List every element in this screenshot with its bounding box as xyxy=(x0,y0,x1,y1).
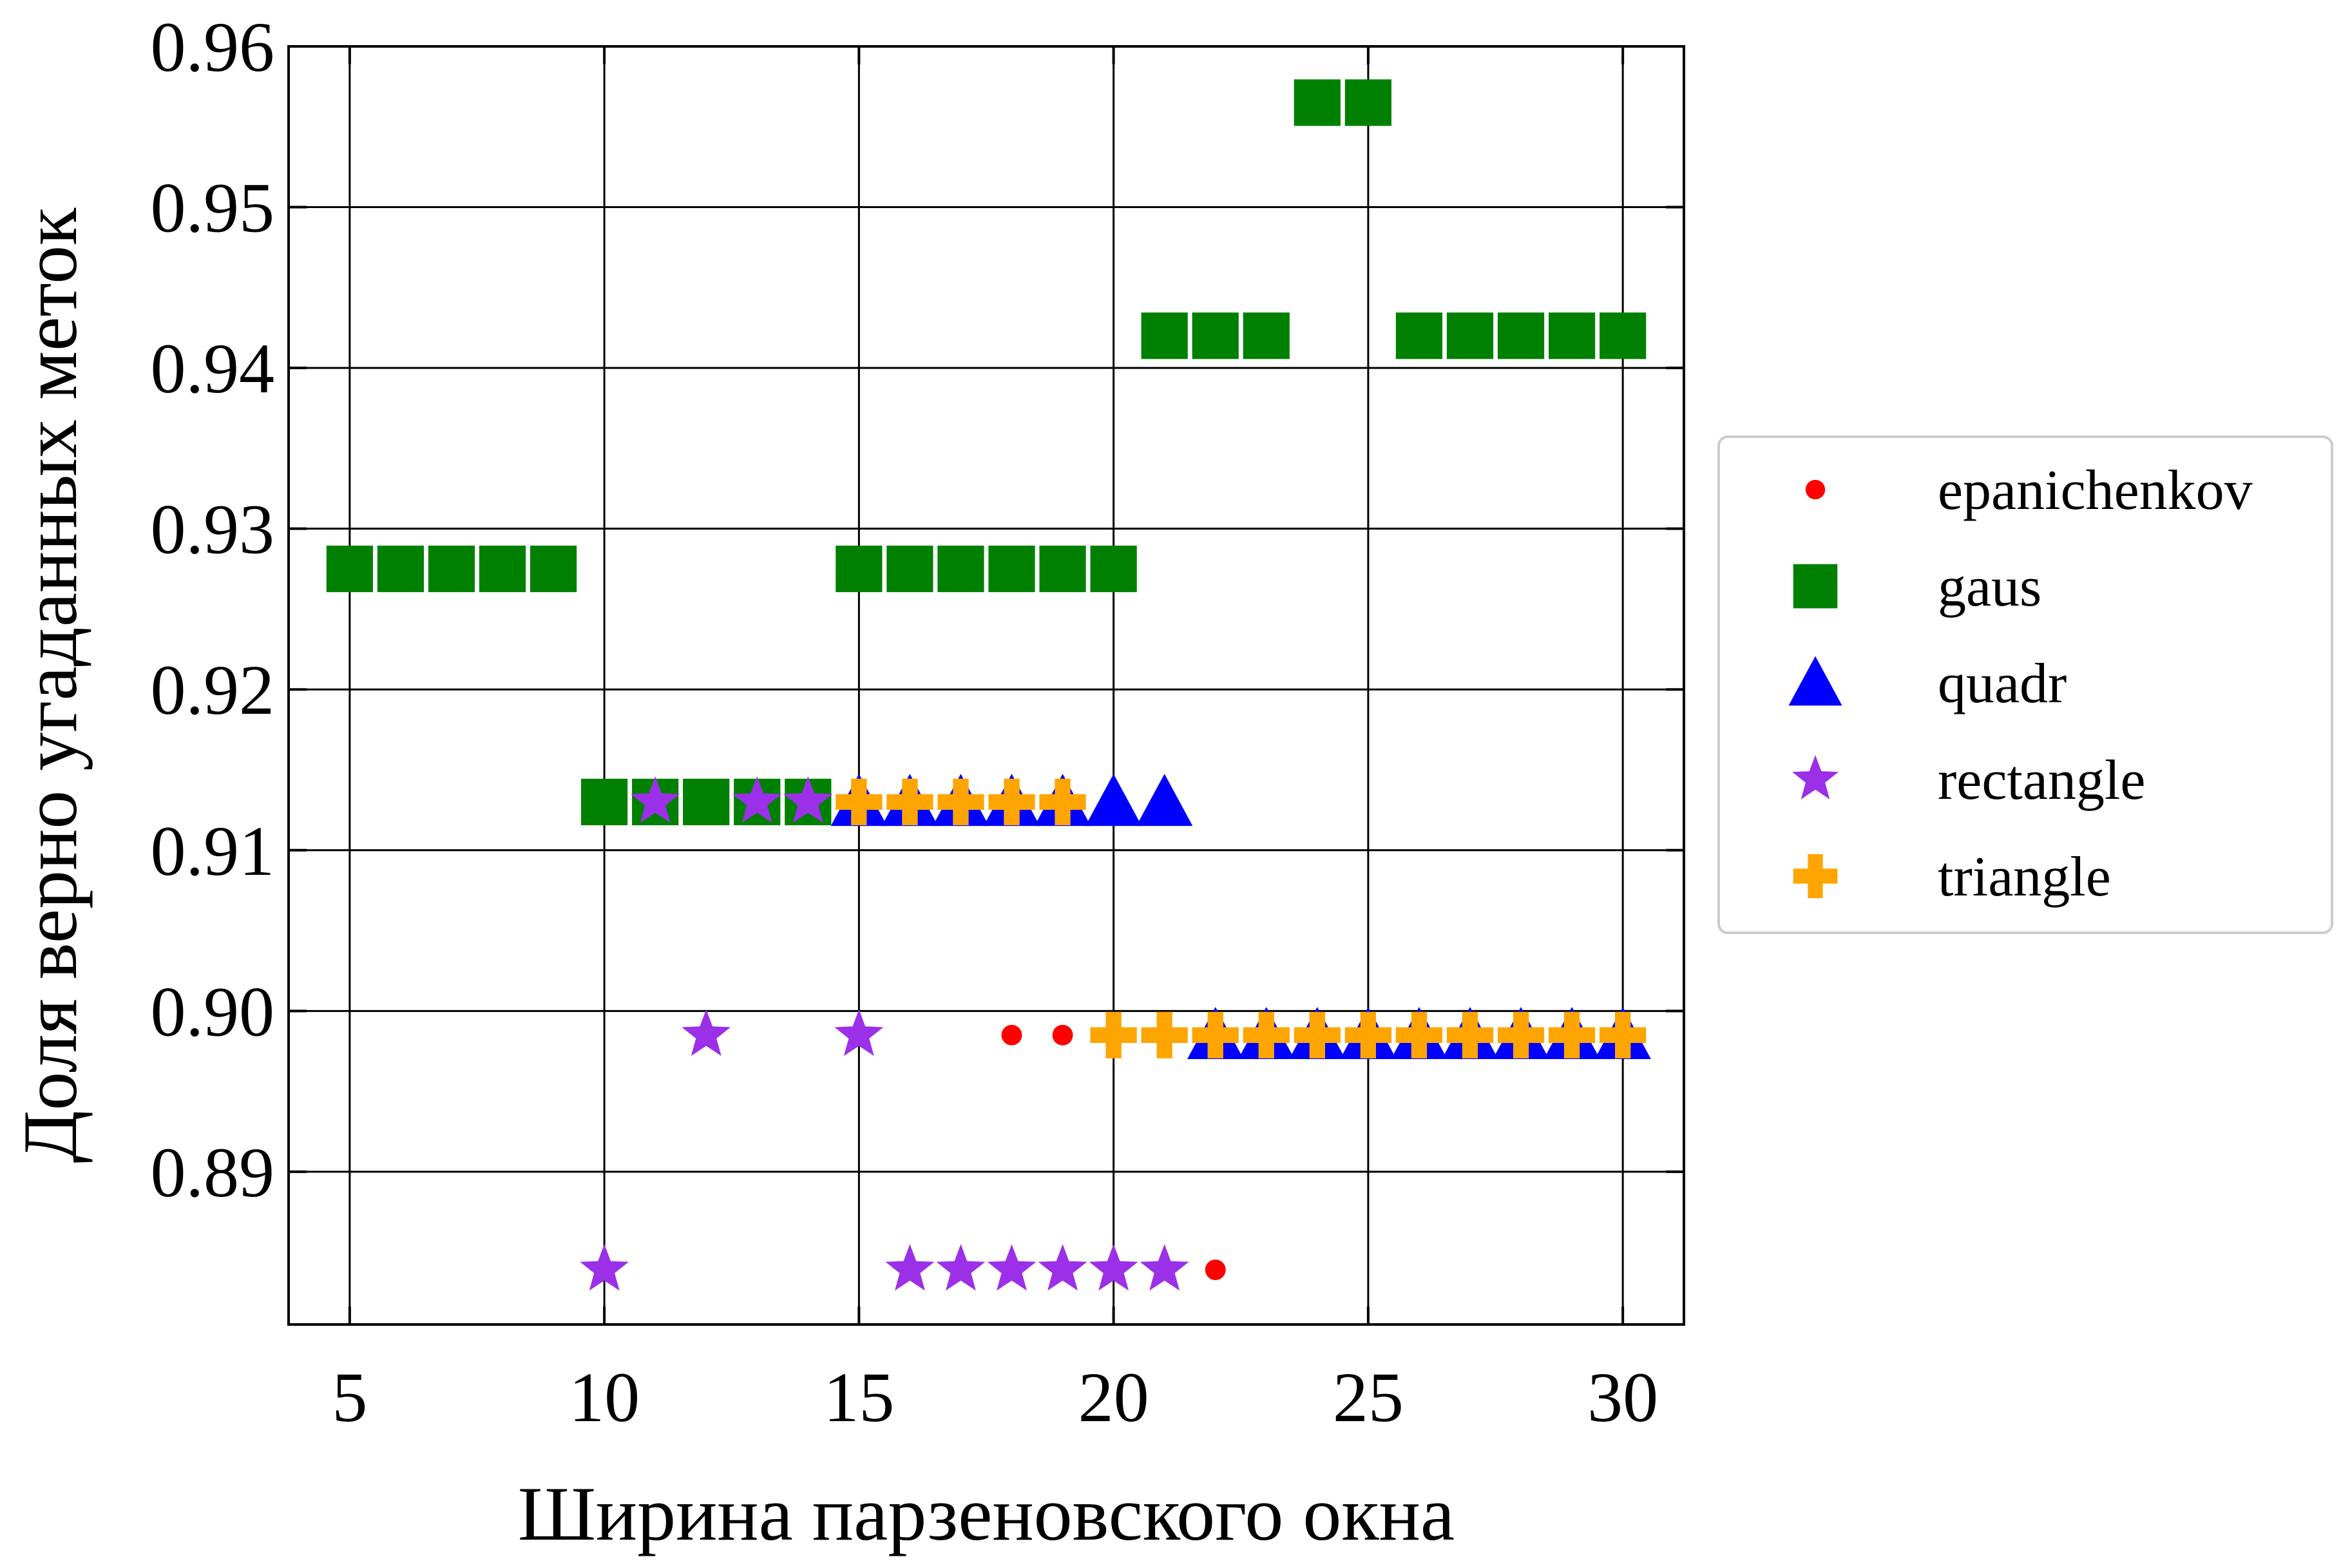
gaus-point xyxy=(428,545,475,593)
rectangle-point xyxy=(1140,1244,1189,1291)
gaus-point xyxy=(886,545,933,593)
triangle-point xyxy=(1090,1011,1137,1058)
legend-label-quadr: quadr xyxy=(1938,653,2067,715)
data-points xyxy=(326,79,1651,1291)
triangle-point xyxy=(1600,1011,1647,1058)
gaus-point xyxy=(1548,312,1596,359)
gaus-point xyxy=(1497,312,1545,359)
y-tick-label: 0.96 xyxy=(151,8,275,86)
axes xyxy=(287,45,1685,1326)
rectangle-point xyxy=(631,776,680,823)
rectangle-point xyxy=(1038,1244,1087,1291)
tick-labels: 5 10 15 20 25 30 0.89 0.90 0.91 0.92 0.93 0.94 0.95 0… xyxy=(151,8,1659,1437)
gaus-point xyxy=(326,545,373,593)
y-tick-label: 0.93 xyxy=(151,490,275,569)
triangle-point xyxy=(937,778,984,825)
legend-label-triangle: triangle xyxy=(1938,846,2111,908)
triangle-point xyxy=(1549,1011,1596,1058)
series-triangle xyxy=(836,778,1647,1058)
legend-marker-rectangle xyxy=(1792,755,1839,799)
gaus-point xyxy=(377,545,425,593)
triangle-point xyxy=(1141,1011,1188,1058)
series-epanichenkov xyxy=(1001,1024,1226,1281)
x-tick-label: 5 xyxy=(332,1358,367,1437)
x-tick-label: 10 xyxy=(569,1358,640,1437)
legend-label-gaus: gaus xyxy=(1938,556,2041,618)
rectangle-point xyxy=(885,1244,935,1291)
rectangle-point xyxy=(580,1244,629,1291)
y-tick-label: 0.95 xyxy=(151,169,275,247)
y-tick-label: 0.89 xyxy=(151,1133,275,1212)
gaus-point xyxy=(1243,312,1290,359)
gaus-point xyxy=(479,545,526,593)
x-tick-label: 25 xyxy=(1333,1358,1404,1437)
rectangle-point xyxy=(987,1244,1037,1291)
epanichenkov-point xyxy=(1052,1024,1073,1046)
triangle-point xyxy=(836,778,883,825)
y-tick-label: 0.91 xyxy=(151,812,275,890)
gaus-point xyxy=(1344,79,1391,126)
legend-marker-triangle xyxy=(1793,854,1838,899)
series-rectangle xyxy=(580,776,1189,1291)
y-tick-label: 0.90 xyxy=(151,972,275,1051)
epanichenkov-point xyxy=(1205,1259,1226,1281)
gaus-point xyxy=(1090,545,1137,593)
quadr-point xyxy=(1085,774,1142,827)
x-axis-label: Ширина парзеновского окна xyxy=(518,1471,1455,1556)
legend-marker-gaus xyxy=(1793,564,1838,609)
series-gaus xyxy=(326,79,1647,826)
x-tick-label: 15 xyxy=(823,1358,894,1437)
rectangle-point xyxy=(936,1244,986,1291)
epanichenkov-point xyxy=(1001,1024,1022,1046)
gaus-point xyxy=(937,545,984,593)
legend-marker-epanichenkov xyxy=(1805,479,1826,500)
gaus-point xyxy=(1446,312,1494,359)
legend-marker-quadr xyxy=(1788,656,1842,706)
gaus-point xyxy=(1192,312,1239,359)
triangle-point xyxy=(1497,1011,1545,1058)
triangle-point xyxy=(886,778,933,825)
rectangle-point xyxy=(1089,1244,1138,1291)
y-tick-label: 0.94 xyxy=(151,329,275,408)
triangle-point xyxy=(1243,1011,1290,1058)
rectangle-point xyxy=(834,1009,884,1056)
triangle-point xyxy=(1294,1011,1341,1058)
gaus-point xyxy=(1395,312,1443,359)
gaus-point xyxy=(530,545,577,593)
rectangle-point xyxy=(783,776,833,823)
y-axis-label: Доля верно угаданных меток xyxy=(7,207,93,1163)
legend-box xyxy=(1717,435,2333,934)
legend-label-rectangle: rectangle xyxy=(1938,749,2145,812)
gaus-point xyxy=(1141,312,1188,359)
triangle-point xyxy=(1344,1011,1391,1058)
plot-frame xyxy=(287,45,1685,1326)
quadr-point xyxy=(1136,774,1193,827)
gaus-point xyxy=(836,545,883,593)
gaus-point xyxy=(988,545,1035,593)
gaus-point xyxy=(1039,545,1086,593)
triangle-point xyxy=(1395,1011,1442,1058)
x-tick-label: 30 xyxy=(1587,1358,1658,1437)
y-tick-label: 0.92 xyxy=(151,651,275,729)
triangle-point xyxy=(1192,1011,1239,1058)
legend: epanichenkov gaus quadr rectangle triangle xyxy=(1717,435,2333,934)
rectangle-point xyxy=(732,776,782,823)
triangle-point xyxy=(988,778,1035,825)
gaus-point xyxy=(1600,312,1647,359)
x-tick-label: 20 xyxy=(1078,1358,1149,1437)
legend-label-epanichenkov: epanichenkov xyxy=(1938,459,2253,522)
gaus-point xyxy=(1294,79,1341,126)
gaus-point xyxy=(581,778,628,826)
triangle-point xyxy=(1446,1011,1494,1058)
triangle-point xyxy=(1039,778,1086,825)
gaus-point xyxy=(683,778,730,826)
rectangle-point xyxy=(682,1009,731,1056)
